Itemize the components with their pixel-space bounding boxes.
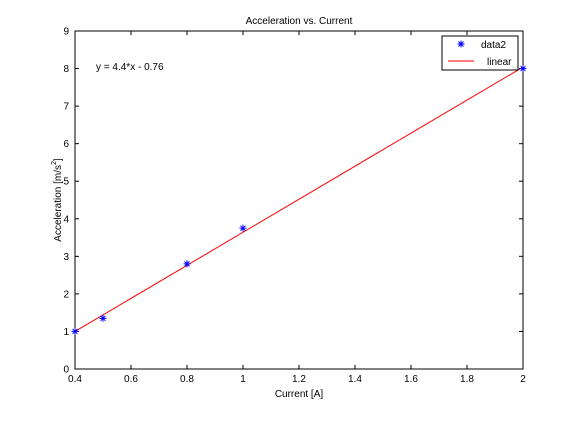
data-point-data2-1-stroke — [100, 315, 106, 322]
legend-box — [441, 35, 519, 71]
y-tick-label: 2 — [63, 289, 69, 300]
legend-marker-symbol-stroke — [458, 41, 464, 47]
x-tick-label: 1.6 — [404, 374, 418, 385]
data-point-data2-2 — [183, 260, 191, 268]
y-axis-label: Acceleration [m/s2] — [51, 158, 64, 242]
data-point-data2-4 — [519, 65, 527, 73]
x-tick-label: 1.8 — [460, 374, 474, 385]
y-tick-label: 5 — [63, 177, 69, 188]
y-tick-label: 0 — [63, 365, 69, 376]
y-axis-label-close: ] — [53, 158, 64, 161]
axes-box — [74, 30, 524, 370]
data-point-data2-4-stroke — [520, 65, 526, 72]
data-point-data2-1 — [99, 314, 107, 322]
y-tick-label: 4 — [63, 214, 69, 225]
data-point-data2-0-stroke — [72, 328, 78, 335]
legend-label-linear: linear — [487, 57, 512, 68]
series-line-linear — [74, 66, 524, 332]
x-tick-label: 1.2 — [292, 374, 306, 385]
y-tick-label: 1 — [63, 327, 69, 338]
x-tick-label: 0.8 — [180, 374, 194, 385]
y-tick-label: 6 — [63, 139, 69, 150]
legend-label-data2: data2 — [481, 40, 506, 51]
chart-title: Acceleration vs. Current — [246, 16, 353, 27]
y-tick-label: 3 — [63, 252, 69, 263]
x-tick-label: 0.4 — [68, 374, 82, 385]
data-point-data2-3 — [239, 224, 247, 232]
x-tick-label: 0.6 — [124, 374, 138, 385]
y-tick-label: 7 — [63, 102, 69, 113]
data-point-data2-3-stroke — [240, 225, 246, 232]
x-axis-label: Current [A] — [275, 389, 324, 400]
data-point-data2-0 — [71, 327, 79, 335]
y-tick-label: 8 — [63, 64, 69, 75]
legend-marker-data2 — [457, 40, 465, 48]
fit-equation-annotation: y = 4.4*x - 0.76 — [96, 62, 164, 73]
x-tick-label: 1 — [240, 374, 246, 385]
x-tick-label: 1.4 — [348, 374, 362, 385]
legend: data2 linear — [441, 35, 519, 71]
y-axis-label-main: Acceleration [m/s — [53, 165, 64, 242]
legend-marker-symbol — [457, 40, 465, 48]
data-point-data2-2-stroke — [184, 260, 190, 267]
plot-area — [75, 31, 523, 369]
y-tick-label: 9 — [63, 27, 69, 38]
chart-marks: 0.4 0.6 0.8 1 1.2 1.4 1.6 1.8 2 0 1 2 3 4 5 6 7 8 9 — [63, 27, 527, 385]
y-axis-label-superscript: 2 — [51, 161, 58, 165]
x-tick-label: 2 — [520, 374, 526, 385]
